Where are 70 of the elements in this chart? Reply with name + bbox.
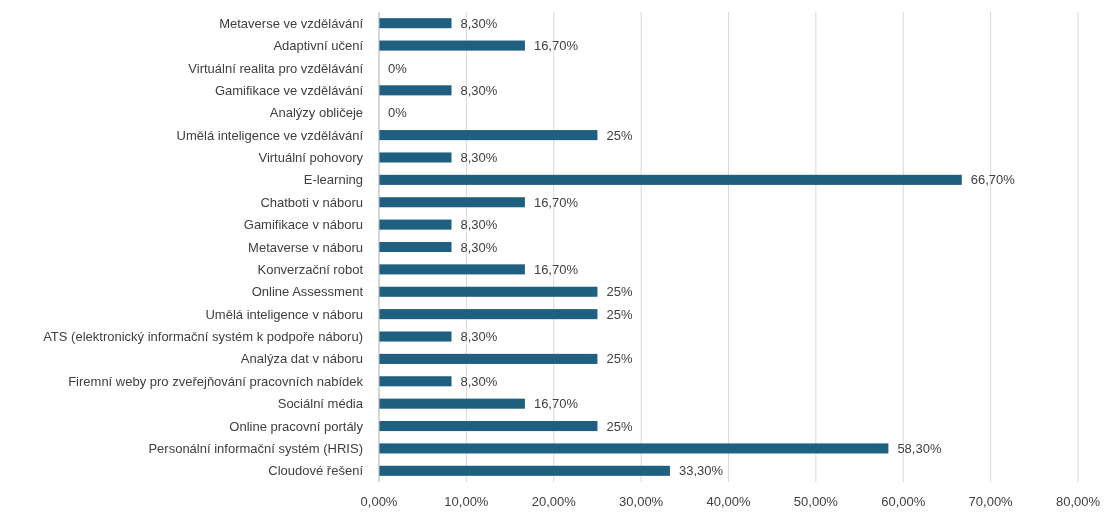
bar [379, 309, 598, 320]
data-label: 8,30% [460, 239, 498, 255]
bar [379, 331, 452, 342]
bar [379, 465, 670, 476]
y-tick-label: Analýzy obličeje [269, 105, 363, 121]
x-tick-label: 20,00% [531, 494, 577, 509]
y-tick-label: Chatboti v náboru [260, 194, 363, 210]
bar [379, 40, 525, 51]
data-label: 8,30% [460, 15, 498, 31]
bar [379, 152, 452, 163]
data-label: 8,30% [460, 150, 498, 166]
x-tick-label: 0,00% [360, 494, 398, 509]
y-tick-label: Konverzační robot [257, 261, 364, 277]
data-label: 16,70% [533, 38, 579, 54]
data-label: 0% [388, 60, 408, 76]
x-tick-label: 40,00% [706, 494, 751, 509]
data-label: 8,30% [460, 329, 498, 345]
data-label: 16,70% [533, 396, 579, 412]
y-tick-label: Gamifikace v náboru [243, 217, 363, 233]
y-tick-label: Metaverse v náboru [248, 239, 363, 255]
bar [379, 18, 452, 29]
data-label: 33,30% [678, 463, 724, 479]
y-tick-label: Virtuální pohovory [258, 150, 364, 166]
bar [379, 264, 525, 275]
data-label: 25% [606, 127, 633, 143]
data-label: 0% [388, 105, 408, 121]
data-label: 8,30% [460, 82, 498, 98]
x-tick-label: 70,00% [968, 494, 1014, 509]
data-label: 25% [606, 418, 633, 434]
data-label: 8,30% [460, 373, 498, 389]
data-label: 66,70% [970, 172, 1016, 188]
x-tick-label: 10,00% [444, 494, 489, 509]
bar [379, 353, 598, 364]
y-tick-label: Metaverse ve vzdělávání [219, 15, 364, 31]
x-tick-label: 30,00% [619, 494, 664, 509]
data-label: 25% [606, 284, 633, 300]
y-tick-label: Gamifikace ve vzdělávání [214, 82, 364, 98]
y-tick-label: ATS (elektronický informační systém k podpoře náboru) [43, 329, 363, 345]
x-tick-label: 60,00% [881, 494, 926, 509]
x-tick-label: 80,00% [1055, 494, 1101, 509]
bar [379, 376, 452, 387]
y-tick-label: Cloudové řešení [268, 463, 364, 479]
y-tick-label: Online Assessment [251, 284, 364, 300]
y-tick-label: E-learning [303, 172, 363, 188]
y-tick-label: Analýza dat v náboru [240, 351, 363, 367]
data-label: 16,70% [533, 194, 579, 210]
bar [379, 197, 525, 208]
x-tick-label: 50,00% [793, 494, 839, 509]
y-tick-label: Umělá inteligence v náboru [205, 306, 363, 322]
y-tick-label: Online pracovní portály [229, 418, 364, 434]
bar [379, 421, 598, 432]
bar [379, 241, 452, 253]
bar [379, 219, 452, 230]
data-label: 8,30% [460, 217, 498, 233]
y-tick-label: Firemní weby pro zveřejňování pracovních nabídek [68, 373, 364, 389]
y-tick-label: Personální informační systém (HRIS) [148, 440, 363, 456]
bar [379, 443, 889, 454]
bar [379, 174, 962, 185]
y-tick-label: Virtuální realita pro vzdělávání [188, 60, 364, 76]
bar [379, 85, 452, 96]
y-tick-label: Sociální média [277, 396, 364, 412]
bar [379, 286, 598, 297]
data-label: 16,70% [533, 261, 579, 277]
y-tick-label: Umělá inteligence ve vzdělávání [176, 127, 364, 143]
data-label: 25% [606, 306, 633, 322]
data-label: 25% [606, 351, 633, 367]
bar [379, 398, 525, 409]
y-tick-label: Adaptivní učení [273, 38, 364, 54]
data-label: 58,30% [897, 440, 942, 456]
bar [379, 130, 598, 141]
